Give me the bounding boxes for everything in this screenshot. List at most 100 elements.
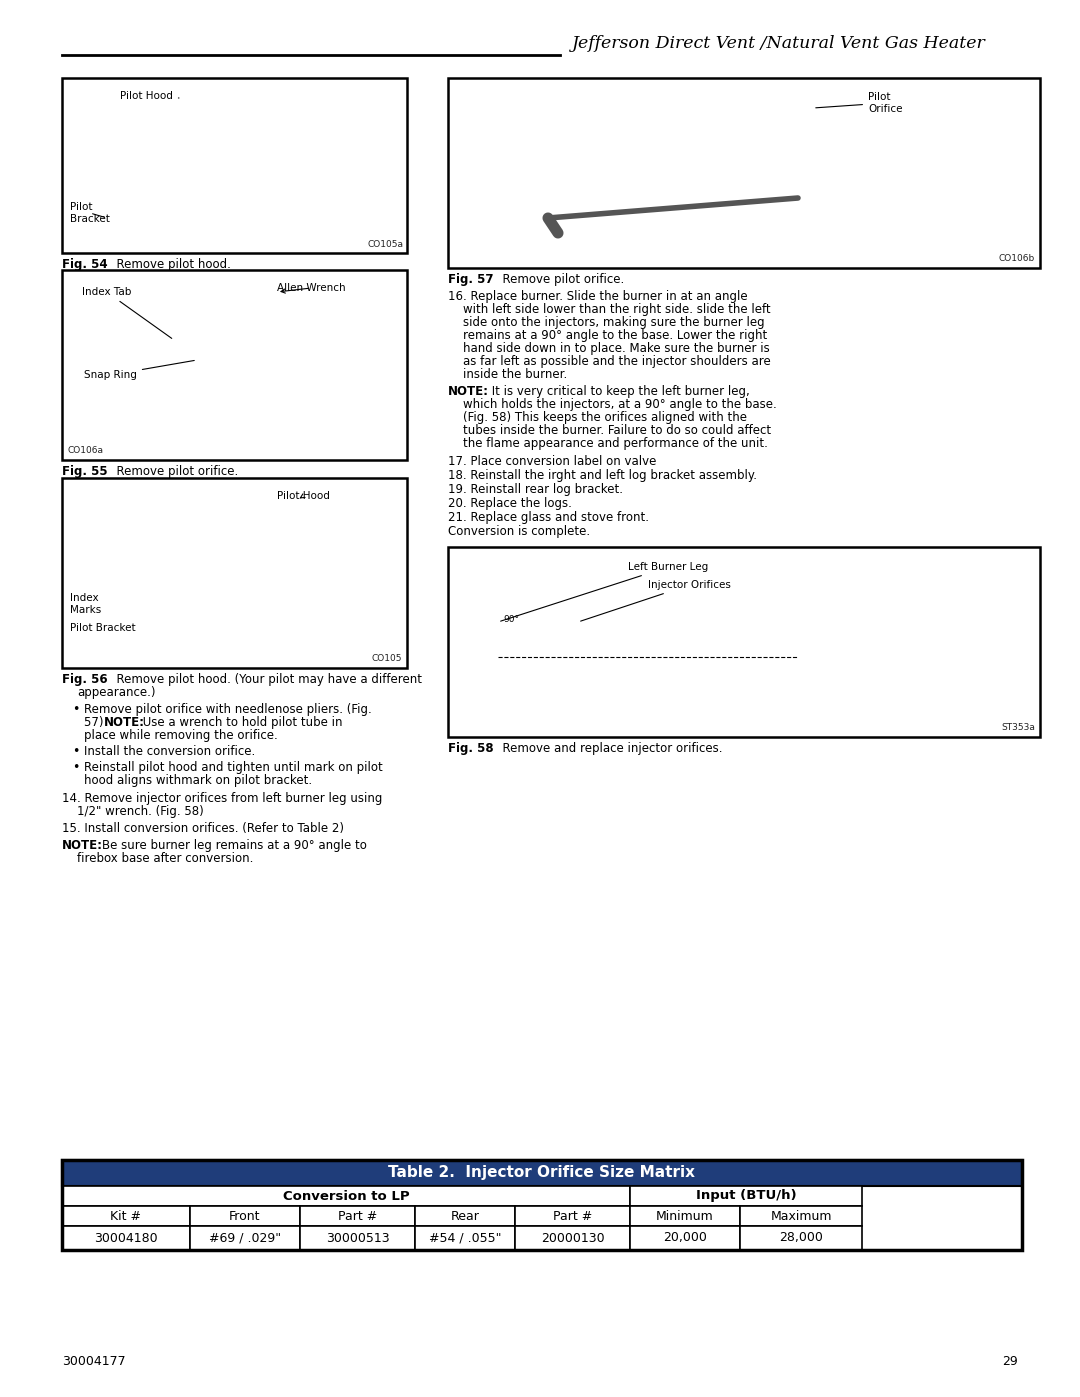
Bar — [62, 270, 407, 460]
Text: 30004177: 30004177 — [62, 1355, 125, 1368]
Ellipse shape — [170, 88, 184, 92]
Text: (Fig. 58) This keeps the orifices aligned with the: (Fig. 58) This keeps the orifices aligne… — [463, 411, 747, 425]
Text: 16. Replace burner. Slide the burner in at an angle: 16. Replace burner. Slide the burner in … — [448, 291, 747, 303]
Polygon shape — [478, 177, 978, 260]
Bar — [630, 1227, 740, 1250]
Ellipse shape — [202, 486, 212, 489]
Ellipse shape — [185, 563, 229, 574]
Bar — [62, 1206, 190, 1227]
Polygon shape — [82, 557, 362, 644]
Bar — [300, 1206, 415, 1227]
Text: Remove pilot hood. (Your pilot may have a different: Remove pilot hood. (Your pilot may have … — [109, 673, 422, 686]
Ellipse shape — [623, 626, 633, 629]
Ellipse shape — [613, 184, 643, 191]
Text: Remove pilot orifice.: Remove pilot orifice. — [495, 272, 624, 286]
Bar — [62, 1227, 190, 1250]
Ellipse shape — [232, 89, 242, 91]
Text: side onto the injectors, making sure the burner leg: side onto the injectors, making sure the… — [463, 316, 765, 330]
Text: Remove pilot orifice with needlenose pliers. (Fig.: Remove pilot orifice with needlenose pli… — [84, 703, 372, 717]
Ellipse shape — [563, 610, 573, 613]
Text: Install the conversion orifice.: Install the conversion orifice. — [84, 745, 255, 759]
Bar — [62, 478, 407, 668]
Text: Index Tab: Index Tab — [82, 286, 172, 338]
Bar — [62, 1160, 1022, 1186]
Ellipse shape — [157, 168, 197, 177]
Polygon shape — [222, 142, 251, 154]
Text: Front: Front — [229, 1210, 260, 1222]
Ellipse shape — [170, 172, 184, 175]
Bar — [202, 488, 212, 569]
Bar — [623, 612, 633, 627]
Bar — [190, 1206, 300, 1227]
Ellipse shape — [202, 567, 212, 569]
Text: hand side down in to place. Make sure the burner is: hand side down in to place. Make sure th… — [463, 342, 770, 355]
Polygon shape — [87, 345, 357, 432]
Text: 15. Install conversion orifices. (Refer to Table 2): 15. Install conversion orifices. (Refer … — [62, 821, 345, 835]
Text: 1/2" wrench. (Fig. 58): 1/2" wrench. (Fig. 58) — [77, 805, 204, 819]
Polygon shape — [352, 161, 364, 233]
Bar — [300, 1227, 415, 1250]
Bar — [448, 78, 1040, 268]
Text: which holds the injectors, at a 90° angle to the base.: which holds the injectors, at a 90° angl… — [463, 398, 777, 411]
Bar — [630, 1206, 740, 1227]
Text: CO106a: CO106a — [68, 446, 104, 455]
Ellipse shape — [788, 183, 828, 193]
Text: Maximum: Maximum — [770, 1210, 832, 1222]
Text: Injector Orifices: Injector Orifices — [581, 580, 731, 622]
Text: the flame appearance and performance of the unit.: the flame appearance and performance of … — [463, 437, 768, 450]
Bar — [282, 89, 292, 173]
Ellipse shape — [621, 623, 635, 630]
Text: Allen Wrench: Allen Wrench — [276, 284, 346, 293]
Text: Fig. 56: Fig. 56 — [62, 673, 108, 686]
Ellipse shape — [271, 169, 303, 177]
Text: 17. Place conversion label on valve: 17. Place conversion label on valve — [448, 455, 657, 468]
Text: remains at a 90° angle to the base. Lower the right: remains at a 90° angle to the base. Lowe… — [463, 330, 767, 342]
Text: Part #: Part # — [553, 1210, 592, 1222]
Text: 20,000: 20,000 — [663, 1232, 707, 1245]
Polygon shape — [978, 168, 993, 249]
Bar — [683, 612, 693, 627]
Ellipse shape — [282, 89, 292, 91]
Ellipse shape — [264, 562, 320, 576]
Bar — [630, 1186, 862, 1206]
Text: Pilot Hood: Pilot Hood — [120, 91, 179, 101]
Text: Snap Ring: Snap Ring — [84, 360, 194, 380]
Text: NOTE:: NOTE: — [62, 840, 103, 852]
Ellipse shape — [318, 208, 336, 218]
Ellipse shape — [563, 626, 573, 629]
Ellipse shape — [229, 170, 245, 175]
Text: Use a wrench to hold pilot tube in: Use a wrench to hold pilot tube in — [139, 717, 342, 729]
Ellipse shape — [184, 278, 200, 282]
Ellipse shape — [195, 566, 218, 571]
Text: Conversion is complete.: Conversion is complete. — [448, 525, 590, 538]
Text: It is very critical to keep the left burner leg,: It is very critical to keep the left bur… — [488, 386, 750, 398]
Text: 21. Replace glass and stove front.: 21. Replace glass and stove front. — [448, 511, 649, 524]
Ellipse shape — [800, 186, 816, 190]
Text: Remove and replace injector orifices.: Remove and replace injector orifices. — [495, 742, 723, 754]
Text: 20000130: 20000130 — [541, 1232, 605, 1245]
Bar — [62, 78, 407, 253]
Text: Be sure burner leg remains at a 90° angle to: Be sure burner leg remains at a 90° angl… — [102, 840, 367, 852]
Polygon shape — [262, 346, 292, 359]
Text: #69 / .029": #69 / .029" — [208, 1232, 281, 1245]
Text: Reinstall pilot hood and tighten until mark on pilot: Reinstall pilot hood and tighten until m… — [84, 761, 382, 774]
Ellipse shape — [623, 610, 633, 613]
Text: Left Burner Leg: Left Burner Leg — [501, 562, 708, 622]
Text: 29: 29 — [1002, 1355, 1018, 1368]
Ellipse shape — [278, 564, 306, 571]
Text: CO105a: CO105a — [367, 240, 403, 249]
Text: Part #: Part # — [338, 1210, 377, 1222]
Ellipse shape — [184, 351, 200, 355]
Bar — [478, 608, 498, 717]
Text: appearance.): appearance.) — [77, 686, 156, 698]
Ellipse shape — [167, 170, 187, 176]
Text: Kit #: Kit # — [110, 1210, 141, 1222]
Text: inside the burner.: inside the burner. — [463, 367, 567, 381]
Text: Conversion to LP: Conversion to LP — [283, 1189, 409, 1203]
Text: 18. Reinstall the irght and left log bracket assembly.: 18. Reinstall the irght and left log bra… — [448, 469, 757, 482]
Ellipse shape — [271, 278, 283, 282]
Text: NOTE:: NOTE: — [448, 386, 489, 398]
Bar — [515, 1227, 630, 1250]
Text: Fig. 58: Fig. 58 — [448, 742, 494, 754]
Text: 28,000: 28,000 — [779, 1232, 823, 1245]
